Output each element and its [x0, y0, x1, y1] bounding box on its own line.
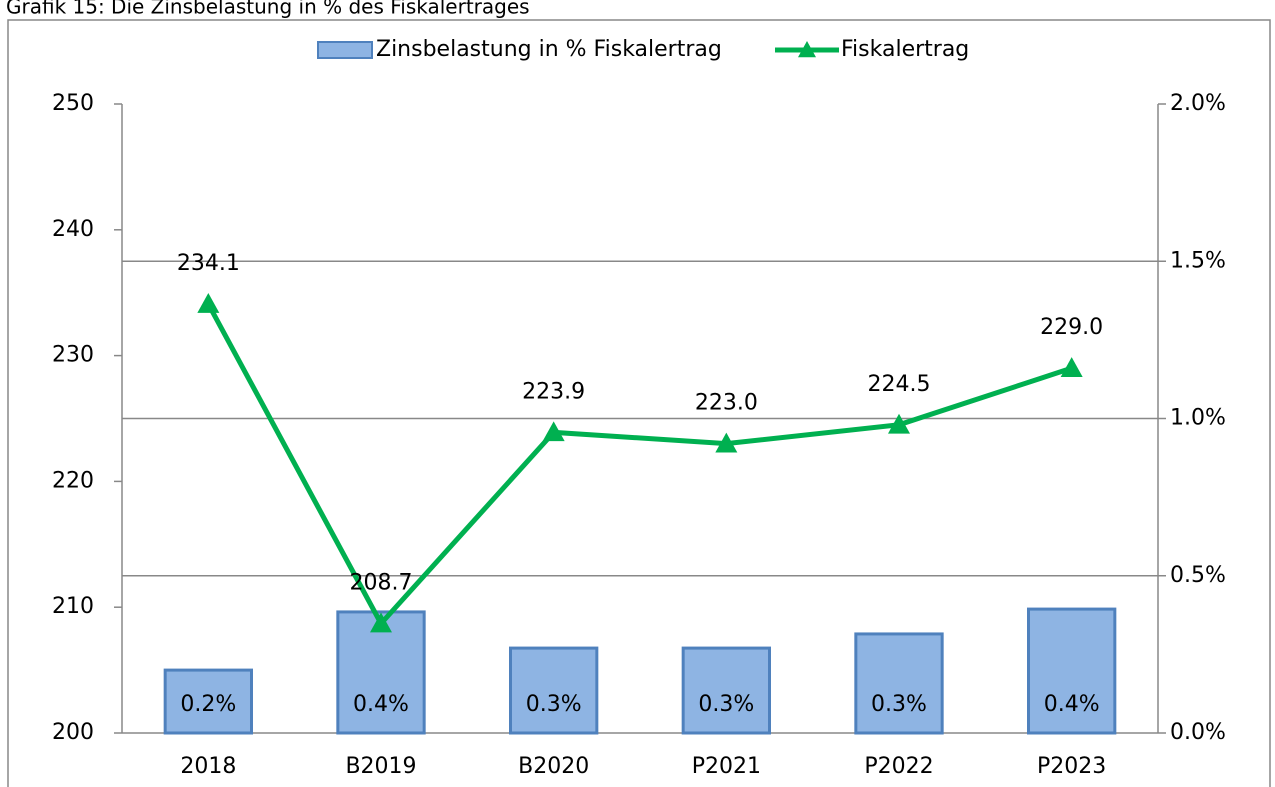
bar: [681, 646, 772, 735]
line-marker: [197, 293, 220, 313]
y2-tick-label: 1.5%: [1170, 248, 1226, 273]
y2-tick-label: 0.5%: [1170, 563, 1226, 588]
x-tick-label: P2023: [1037, 754, 1106, 779]
line-label: 208.7: [350, 571, 413, 596]
y2-tick-label: 1.0%: [1170, 406, 1226, 431]
y-tick-label: 210: [52, 594, 94, 619]
legend-label: Fiskalertrag: [841, 37, 969, 62]
legend-marker: [798, 41, 816, 58]
bar-label: 0.3%: [526, 692, 582, 717]
line-label: 229.0: [1040, 315, 1103, 340]
x-tick-label: 2018: [180, 754, 236, 779]
y2-tick-label: 2.0%: [1170, 91, 1226, 116]
line: [206, 302, 1073, 628]
legend-label: Zinsbelastung in % Fiskalertrag: [376, 37, 722, 62]
line-label: 234.1: [177, 251, 240, 276]
bar-label: 0.4%: [353, 692, 409, 717]
y-tick-label: 230: [52, 343, 94, 368]
bar: [854, 632, 944, 735]
line-label: 223.9: [522, 379, 585, 404]
bar-label: 0.3%: [698, 692, 754, 717]
chart-title: Grafik 15: Die Zinsbelastung in % des Fi…: [6, 0, 530, 19]
line-marker: [542, 421, 565, 442]
chart-frame: [7, 19, 1271, 787]
line-label: 224.5: [868, 372, 931, 397]
line-marker: [370, 612, 392, 633]
x-tick-label: P2022: [864, 754, 933, 779]
y2-tick-label: 0.0%: [1170, 720, 1226, 745]
line-label: 223.0: [695, 391, 758, 416]
line-marker: [715, 432, 738, 453]
x-tick-label: P2021: [692, 754, 761, 779]
bar-label: 0.3%: [871, 692, 927, 717]
line-marker: [1060, 357, 1083, 377]
y-tick-label: 220: [52, 468, 94, 493]
y-tick-label: 240: [52, 217, 94, 242]
bar: [163, 668, 254, 735]
bar-label: 0.2%: [180, 692, 236, 717]
line-marker: [888, 413, 910, 434]
x-tick-label: B2019: [345, 754, 416, 779]
legend-swatch: [317, 41, 373, 59]
bar: [509, 646, 599, 735]
bar: [1027, 607, 1117, 735]
x-tick-label: B2020: [518, 754, 589, 779]
bar-label: 0.4%: [1044, 692, 1100, 717]
y-tick-label: 200: [52, 720, 94, 745]
y-tick-label: 250: [52, 91, 94, 116]
